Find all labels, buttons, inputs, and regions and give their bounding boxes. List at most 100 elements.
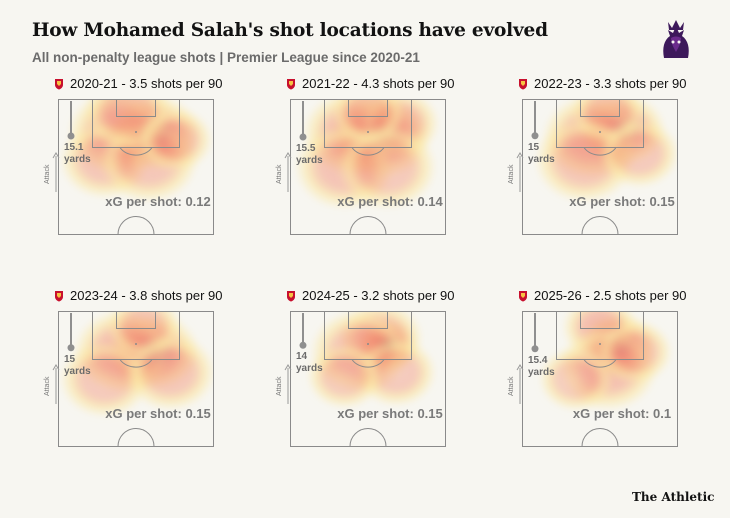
- heat-layer: [539, 311, 672, 411]
- pitch-lines: [290, 311, 446, 447]
- premier-league-lion-icon: [663, 20, 689, 58]
- heat-hotspot: [307, 344, 383, 409]
- avg-distance-value: 15.1: [64, 141, 84, 153]
- avg-distance-marker: [299, 101, 307, 141]
- penalty-spot: [599, 131, 601, 133]
- attack-arrow-icon: [52, 364, 60, 404]
- xg-per-shot-label: xG per shot: 0.1: [542, 406, 702, 421]
- avg-distance-label: 15.4 yards: [528, 355, 555, 379]
- attack-arrow-icon: [516, 152, 524, 192]
- panel-header: 2024-25 - 3.2 shots per 90: [286, 288, 455, 303]
- panel-title: 2020-21 - 3.5 shots per 90: [70, 76, 223, 91]
- pitch-lines: [522, 99, 678, 235]
- liverpool-crest-icon: [55, 290, 63, 301]
- heat-layer: [294, 99, 440, 210]
- panel-title: 2021-22 - 4.3 shots per 90: [302, 76, 455, 91]
- avg-distance-label: 14 yards: [296, 351, 323, 375]
- attack-label: Attack: [276, 376, 283, 396]
- heat-hotspot: [599, 119, 678, 188]
- liverpool-crest-icon: [287, 78, 295, 89]
- attack-label: Attack: [44, 164, 51, 184]
- xg-prefix: xG per shot:: [105, 406, 186, 421]
- xg-value: 0.12: [185, 194, 211, 209]
- xg-per-shot-label: xG per shot: 0.15: [78, 406, 238, 421]
- brand-logo: The Athletic: [632, 490, 715, 504]
- penalty-spot: [599, 343, 601, 345]
- attack-label: Attack: [508, 164, 515, 184]
- panel-title: 2022-23 - 3.3 shots per 90: [534, 76, 687, 91]
- attack-label: Attack: [44, 376, 51, 396]
- pitch-heatmap: [58, 99, 214, 235]
- pitch-heatmap: [290, 311, 446, 447]
- pitch-heatmap: [58, 311, 214, 447]
- shot-map-panel: 2025-26 - 2.5 shots per 90 15.4 yards Attac…: [508, 288, 730, 468]
- panel-title: 2023-24 - 3.8 shots per 90: [70, 288, 223, 303]
- avg-distance-marker: [531, 313, 539, 353]
- xg-value: 0.15: [649, 194, 675, 209]
- xg-prefix: xG per shot:: [569, 194, 650, 209]
- liverpool-crest-icon: [519, 290, 527, 301]
- avg-distance-label: 15.5 yards: [296, 143, 323, 167]
- heat-hotspot: [125, 334, 214, 411]
- pitch-heatmap: [522, 311, 678, 447]
- penalty-spot: [367, 343, 369, 345]
- panel-header: 2022-23 - 3.3 shots per 90: [518, 76, 687, 91]
- attack-arrow-icon: [52, 152, 60, 192]
- avg-distance-unit: yards: [64, 365, 91, 377]
- penalty-spot: [367, 131, 369, 133]
- penalty-spot: [135, 131, 137, 133]
- pitch-lines: [58, 99, 214, 235]
- attack-arrow-icon: [284, 152, 292, 192]
- liverpool-crest-icon: [55, 78, 63, 89]
- pitch-lines: [58, 311, 214, 447]
- xg-value: 0.14: [417, 194, 443, 209]
- panel-title: 2025-26 - 2.5 shots per 90: [534, 288, 687, 303]
- shot-map-panel: 2020-21 - 3.5 shots per 90 15.1 yards Attac…: [44, 76, 274, 256]
- shot-map-panel: 2023-24 - 3.8 shots per 90 15 yards Attack x…: [44, 288, 274, 468]
- avg-distance-value: 15: [64, 353, 76, 365]
- chart-subtitle: All non-penalty league shots | Premier L…: [32, 50, 420, 65]
- penalty-spot: [135, 343, 137, 345]
- panel-header: 2025-26 - 2.5 shots per 90: [518, 288, 687, 303]
- panel-header: 2021-22 - 4.3 shots per 90: [286, 76, 455, 91]
- pitch-heatmap: [522, 99, 678, 235]
- heat-layer: [307, 311, 437, 409]
- avg-distance-value: 15.5: [296, 142, 316, 154]
- heat-hotspot: [137, 107, 213, 172]
- avg-distance-unit: yards: [296, 363, 323, 375]
- avg-distance-marker: [531, 101, 539, 140]
- heat-hotspot: [330, 99, 406, 145]
- xg-value: 0.1: [653, 406, 672, 421]
- xg-per-shot-label: xG per shot: 0.12: [78, 194, 238, 209]
- xg-value: 0.15: [417, 406, 443, 421]
- panel-header: 2023-24 - 3.8 shots per 90: [54, 288, 223, 303]
- xg-prefix: xG per shot:: [337, 194, 418, 209]
- avg-distance-marker: [299, 313, 307, 349]
- heat-hotspot: [596, 319, 672, 384]
- heat-layer: [59, 311, 214, 418]
- panel-header: 2020-21 - 3.5 shots per 90: [54, 76, 223, 91]
- attack-label: Attack: [276, 164, 283, 184]
- xg-per-shot-label: xG per shot: 0.15: [310, 406, 470, 421]
- avg-distance-unit: yards: [296, 154, 323, 166]
- shot-map-panel: 2024-25 - 3.2 shots per 90 14 yards Attack x…: [276, 288, 506, 468]
- xg-value: 0.15: [185, 406, 211, 421]
- avg-distance-value: 15: [528, 141, 540, 153]
- xg-prefix: xG per shot:: [572, 406, 654, 421]
- liverpool-crest-icon: [519, 78, 527, 89]
- avg-distance-unit: yards: [64, 153, 91, 165]
- pitch-heatmap: [290, 99, 446, 235]
- avg-distance-marker: [67, 101, 75, 140]
- xg-prefix: xG per shot:: [105, 194, 186, 209]
- avg-distance-marker: [67, 313, 75, 352]
- pitch-lines: [290, 99, 446, 235]
- attack-arrow-icon: [284, 364, 292, 404]
- avg-distance-unit: yards: [528, 153, 555, 165]
- shot-map-panel: 2021-22 - 4.3 shots per 90 15.5 yards Attac…: [276, 76, 506, 256]
- attack-arrow-icon: [516, 364, 524, 404]
- avg-distance-value: 14: [296, 351, 308, 363]
- attack-label: Attack: [508, 376, 515, 396]
- avg-distance-label: 15 yards: [64, 354, 91, 378]
- pitch-lines: [522, 311, 678, 447]
- liverpool-crest-icon: [287, 290, 295, 301]
